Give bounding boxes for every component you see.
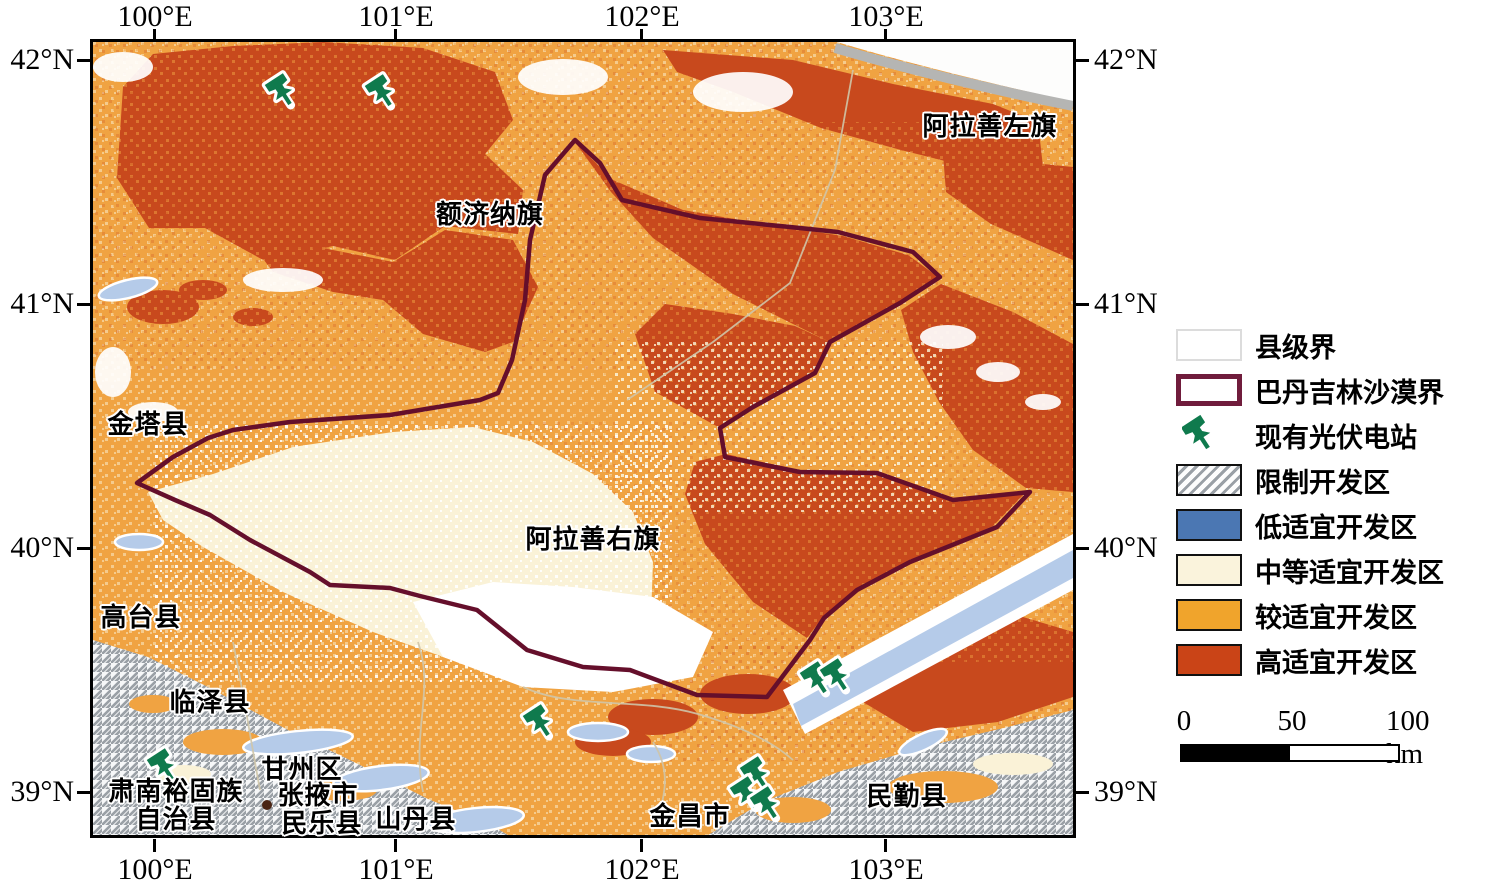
pv-pin-icon (1176, 412, 1242, 451)
legend: 县级界 巴丹吉林沙漠界 现有光伏电站 限制开发区 (1176, 328, 1444, 688)
scalebar (1180, 744, 1400, 762)
tick-left-42n (77, 59, 90, 62)
lon-label-top-100e: 100°E (117, 0, 193, 33)
map-area (90, 39, 1076, 838)
legend-label: 低适宜开发区 (1255, 512, 1417, 543)
label-sunan-line2: 自治县 (135, 805, 217, 834)
lat-label-left-41n: 41°N (10, 287, 74, 320)
scalebar-label-100km: 100 km (1386, 705, 1430, 770)
outside-country-area (837, 42, 1073, 102)
lat-label-left-39n: 39°N (10, 775, 74, 808)
lon-label-bottom-100e: 100°E (117, 853, 193, 886)
legend-row-medium: 中等适宜开发区 (1176, 553, 1444, 588)
lon-label-bottom-102e: 102°E (604, 853, 680, 886)
medium-suitability-desert-interior (148, 342, 943, 692)
pv-pin-icon-svg (1182, 412, 1214, 451)
tick-right-42n (1076, 59, 1089, 62)
scalebar-filled-half (1182, 746, 1290, 760)
lat-label-right-42n: 42°N (1094, 43, 1158, 76)
label-linze-county: 临泽县 (169, 687, 251, 717)
label-minqin-county: 民勤县 (866, 781, 948, 811)
tick-bottom-101e (394, 839, 397, 852)
label-shandan-county: 山丹县 (375, 804, 457, 834)
tick-top-102e (640, 29, 643, 42)
desert-boundary-swatch (1176, 374, 1242, 406)
tick-top-101e (394, 29, 397, 42)
legend-row-restricted: 限制开发区 (1176, 463, 1444, 498)
label-alashan-left-banner: 阿拉善左旗 (922, 111, 1058, 141)
restricted-zone-swatch (1176, 464, 1242, 496)
legend-label: 较适宜开发区 (1255, 602, 1417, 633)
tick-bottom-102e (640, 839, 643, 852)
legend-row-county-boundary: 县级界 (1176, 328, 1444, 363)
desert-boundary-line (134, 137, 1033, 700)
lat-label-left-40n: 40°N (10, 531, 74, 564)
tick-right-39n (1076, 791, 1089, 794)
legend-row-moderately-high: 较适宜开发区 (1176, 598, 1444, 633)
low-suitability-swatch (1176, 509, 1242, 541)
tick-right-41n (1076, 303, 1089, 306)
legend-label: 巴丹吉林沙漠界 (1255, 377, 1444, 408)
lat-label-right-41n: 41°N (1094, 287, 1158, 320)
scalebar-label-0: 0 (1176, 705, 1192, 737)
label-minle-county: 民乐县 (281, 808, 363, 838)
lat-label-left-42n: 42°N (10, 43, 74, 76)
county-boundary-lines (232, 69, 854, 818)
label-alashan-right-banner: 阿拉善右旗 (525, 524, 661, 554)
city-dot (262, 800, 272, 810)
label-jinchang-city: 金昌市 (649, 801, 731, 831)
lon-label-bottom-101e: 101°E (358, 853, 434, 886)
county-boundary-swatch (1176, 329, 1242, 361)
tick-left-41n (77, 303, 90, 306)
legend-label: 限制开发区 (1255, 467, 1390, 498)
label-sunan-county: 肃南裕固族 自治县 (71, 776, 281, 834)
legend-row-pv-station: 现有光伏电站 (1176, 412, 1444, 453)
label-zhangye-city: 张掖市 (277, 780, 359, 810)
legend-label: 现有光伏电站 (1255, 422, 1417, 453)
tick-right-40n (1076, 547, 1089, 550)
map-canvas (93, 42, 1073, 835)
water-patches (97, 276, 1073, 835)
legend-row-low: 低适宜开发区 (1176, 508, 1444, 543)
white-patches (93, 52, 1061, 422)
legend-label: 中等适宜开发区 (1255, 557, 1444, 588)
lat-label-right-40n: 40°N (1094, 531, 1158, 564)
lat-label-right-39n: 39°N (1094, 775, 1158, 808)
tick-top-100e (153, 29, 156, 42)
tick-bottom-100e (153, 839, 156, 852)
lon-label-top-102e: 102°E (604, 0, 680, 33)
lon-label-top-101e: 101°E (358, 0, 434, 33)
label-jinta-county: 金塔县 (107, 409, 189, 439)
national-border-line (833, 43, 1073, 111)
tick-left-39n (77, 791, 90, 794)
scalebar-label-50: 50 (1277, 705, 1307, 737)
tick-bottom-103e (884, 839, 887, 852)
moderately-high-suitability-swatch (1176, 599, 1242, 631)
tick-top-103e (884, 29, 887, 42)
label-sunan-line1: 肃南裕固族 (108, 776, 244, 806)
medium-suitability-swatch (1176, 554, 1242, 586)
lon-label-top-103e: 103°E (848, 0, 924, 33)
high-suitability-swatch (1176, 644, 1242, 676)
label-gaotai-county: 高台县 (100, 602, 182, 632)
lon-label-bottom-103e: 103°E (848, 853, 924, 886)
legend-row-high: 高适宜开发区 (1176, 643, 1444, 678)
label-ganzhou-district: 甘州区 (261, 754, 343, 784)
legend-label: 高适宜开发区 (1255, 647, 1417, 678)
tick-left-40n (77, 547, 90, 550)
label-ejina-banner: 额济纳旗 (435, 199, 545, 229)
legend-label: 县级界 (1255, 332, 1336, 363)
legend-row-desert-boundary: 巴丹吉林沙漠界 (1176, 373, 1444, 408)
